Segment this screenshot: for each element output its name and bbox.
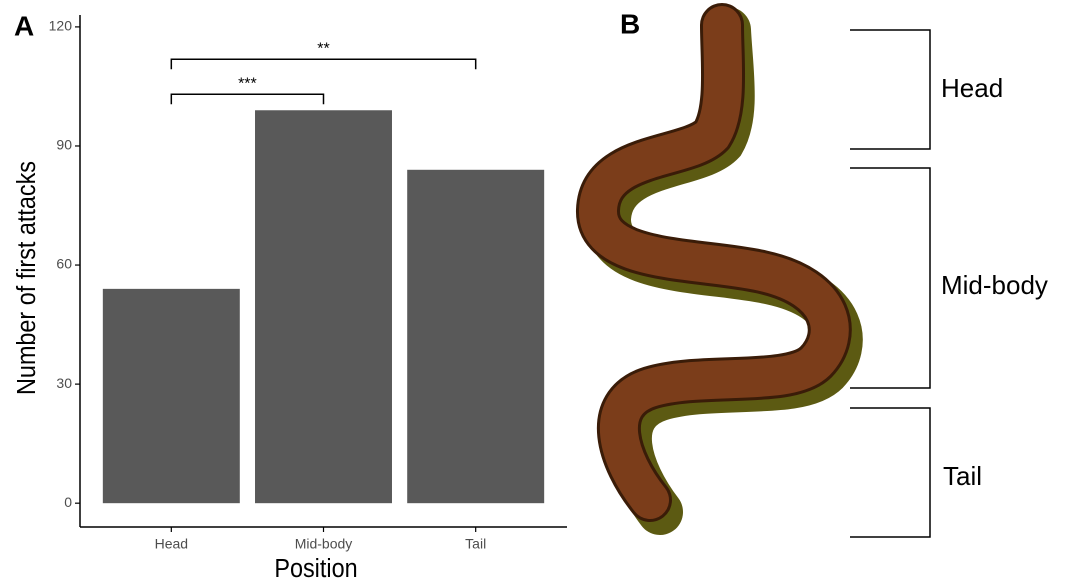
- x-tick-label: Mid-body: [295, 536, 353, 552]
- bracket: [850, 30, 930, 149]
- y-tick-label: 60: [56, 256, 72, 272]
- panel-label: B: [620, 8, 640, 39]
- x-axis-title: Position: [274, 555, 357, 583]
- x-tick-label: Head: [155, 536, 188, 552]
- bracket: [850, 408, 930, 537]
- significance-bracket: [171, 94, 323, 104]
- panel-label: A: [14, 10, 34, 41]
- bar: [255, 110, 392, 503]
- significance-label: **: [317, 40, 329, 57]
- snake-illustration: [598, 25, 840, 512]
- bar: [407, 170, 544, 503]
- significance-label: ***: [238, 75, 257, 92]
- bracket: [850, 168, 930, 388]
- region-label: Tail: [943, 461, 982, 491]
- bar: [103, 289, 240, 503]
- y-axis-title: Number of first attacks: [13, 161, 41, 395]
- y-tick-label: 30: [56, 375, 72, 391]
- significance-bracket: [171, 59, 475, 69]
- region-label: Head: [941, 73, 1003, 103]
- x-tick-label: Tail: [465, 536, 486, 552]
- y-tick-label: 90: [56, 137, 72, 153]
- brackets: [850, 30, 930, 537]
- y-tick-label: 120: [49, 18, 73, 34]
- figure: A Position Number of first attacks B Hea…: [0, 0, 1069, 584]
- region-label: Mid-body: [941, 270, 1048, 300]
- y-tick-label: 0: [64, 494, 72, 510]
